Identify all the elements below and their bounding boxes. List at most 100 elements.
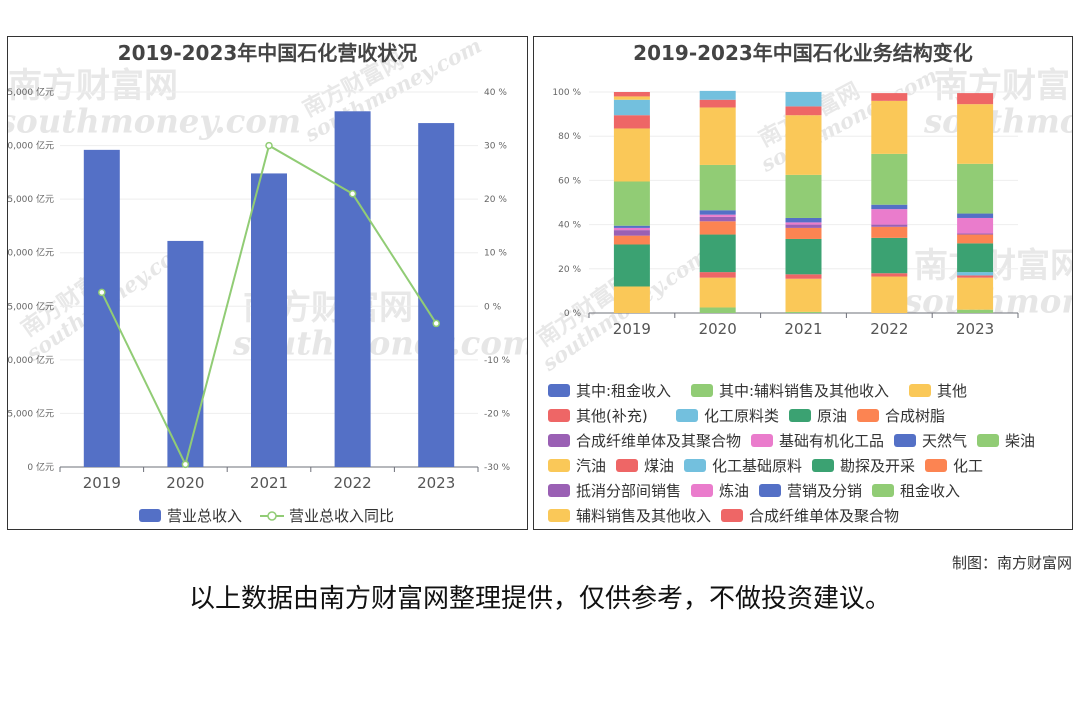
stack-segment [613, 181, 650, 226]
x-tick-label: 2019 [83, 474, 121, 492]
legend-label-revenue: 营业总收入 [167, 507, 242, 525]
stack-segment [785, 238, 822, 275]
legend-label: 柴油 [1005, 432, 1035, 450]
x-tick-label: 2019 [613, 320, 651, 338]
growth-point [98, 288, 106, 297]
legend-swatch [925, 459, 947, 472]
legend-swatch [684, 459, 706, 472]
y-tick-label: 5,000 亿元 [8, 407, 54, 419]
legend-label: 煤油 [644, 457, 674, 475]
stack-segment [785, 115, 822, 175]
stack-segment [957, 277, 994, 310]
stack-segment [785, 274, 822, 279]
stack-segment [699, 99, 736, 108]
legend-label: 其中:辅料销售及其他收入 [719, 382, 889, 400]
legend-swatch [691, 384, 713, 397]
stack-segment [699, 277, 736, 308]
x-tick-label: 2022 [334, 474, 372, 492]
legend-swatch [548, 384, 570, 397]
x-tick-label: 2023 [417, 474, 455, 492]
revenue-bar [418, 123, 455, 468]
stack-segment [613, 99, 650, 116]
legend-label: 基础有机化工品 [779, 432, 884, 450]
stack-segment [699, 210, 736, 215]
legend-swatch [548, 484, 570, 497]
legend-swatch [616, 459, 638, 472]
watermark-cn: 南方财富网 [8, 66, 178, 106]
stack-segment [871, 93, 908, 101]
legend-swatch [872, 484, 894, 497]
stack-segment [613, 115, 650, 129]
legend-label: 汽油 [576, 457, 606, 475]
stack-segment [957, 243, 994, 273]
legend-label: 天然气 [922, 432, 967, 450]
legend-label-growth: 营业总收入同比 [289, 507, 394, 525]
stack-segment [957, 217, 994, 234]
y2-tick-label: -10 % [484, 356, 511, 366]
stack-segment [699, 234, 736, 273]
legend-label: 化工基础原料 [712, 457, 802, 475]
x-tick-label: 2022 [870, 320, 908, 338]
y2-tick-label: -20 % [484, 409, 511, 419]
stack-segment [871, 100, 908, 154]
stack-segment [699, 272, 736, 278]
stack-segment [957, 163, 994, 214]
legend-label: 合成纤维单体及聚合物 [749, 507, 899, 525]
y2-tick-label: 20 % [484, 195, 507, 205]
y2-tick-label: -30 % [484, 463, 511, 473]
stack-segment [871, 209, 908, 225]
legend-label: 辅料销售及其他收入 [576, 507, 711, 525]
stack-segment [699, 307, 736, 313]
stack-segment [957, 309, 994, 313]
legend-label: 其他(补充) [576, 407, 648, 425]
stack-segment [785, 311, 822, 313]
disclaimer-text: 以上数据由南方财富网整理提供，仅供参考，不做投资建议。 [188, 584, 891, 614]
stack-segment [871, 226, 908, 238]
legend-swatch [548, 509, 570, 522]
revenue-bar [334, 111, 371, 468]
legend-label: 其中:租金收入 [576, 382, 671, 400]
y-tick-label: 40 % [558, 221, 581, 231]
legend-swatch [977, 434, 999, 447]
stack-segment [613, 244, 650, 287]
chart-credit: 制图：南方财富网 [951, 554, 1072, 572]
growth-point [265, 141, 273, 150]
watermark-en: southmoney.com [8, 103, 301, 141]
legend-swatch [751, 434, 773, 447]
growth-point [432, 319, 440, 328]
stack-segment [699, 164, 736, 211]
stack-segment [613, 225, 650, 228]
stack-segment [785, 222, 822, 225]
stack-segment [871, 273, 908, 277]
revenue-bar [83, 149, 120, 467]
legend-swatch [789, 409, 811, 422]
stack-segment [785, 174, 822, 218]
y-tick-label: 5,000 亿元 [8, 300, 54, 312]
stack-segment [785, 227, 822, 239]
x-tick-label: 2020 [699, 320, 737, 338]
stack-segment [699, 221, 736, 235]
x-tick-label: 2021 [784, 320, 822, 338]
legend-label: 租金收入 [900, 482, 960, 500]
x-tick-label: 2021 [250, 474, 288, 492]
legend-label: 营销及分销 [787, 482, 862, 500]
y2-tick-label: 0 % [484, 302, 502, 312]
chart-title: 2019-2023年中国石化营收状况 [118, 41, 418, 65]
y-tick-label: 0,000 亿元 [8, 354, 54, 366]
y2-tick-label: 10 % [484, 249, 507, 259]
stack-segment [871, 237, 908, 274]
business-structure-chart: 南方财富网southmoney.com南方财富网southmoney.com南方… [534, 41, 1072, 525]
y-tick-label: 20 % [558, 265, 581, 275]
stack-segment [785, 92, 822, 107]
revenue-chart-panel: 南方财富网 southmoney.com 南方财富网 southmoney.com 南方… [7, 36, 528, 530]
x-tick-label: 2020 [166, 474, 204, 492]
stack-segment [785, 224, 822, 228]
legend-label: 化工 [953, 457, 983, 475]
stack-segment [785, 278, 822, 312]
stack-segment [957, 272, 994, 276]
legend-swatch-revenue [139, 509, 161, 522]
y-tick-label: 0,000 亿元 [8, 140, 54, 152]
x-tick-label: 2023 [956, 320, 994, 338]
legend-label: 抵消分部间销售 [576, 482, 681, 500]
legend-swatch [894, 434, 916, 447]
